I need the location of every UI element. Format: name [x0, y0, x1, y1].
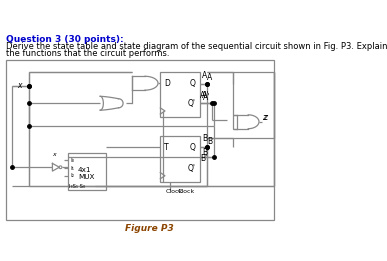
Text: A': A' — [202, 91, 209, 100]
Text: MUX: MUX — [78, 174, 94, 180]
Bar — [6, 60, 274, 220]
Text: Q: Q — [190, 143, 195, 152]
Text: x: x — [17, 81, 21, 90]
Text: z: z — [263, 113, 267, 122]
Text: the functions that the circuit performs.: the functions that the circuit performs. — [6, 49, 170, 57]
Text: A: A — [207, 73, 212, 81]
Text: D: D — [164, 80, 170, 88]
Text: Q': Q' — [188, 164, 196, 173]
Text: Q': Q' — [188, 99, 196, 108]
Text: I₀: I₀ — [70, 158, 74, 163]
Bar — [160, 72, 200, 117]
Text: A': A' — [203, 93, 210, 102]
Bar — [68, 153, 106, 189]
Text: I₂: I₂ — [70, 173, 74, 178]
Bar — [160, 136, 200, 182]
Text: I₃S₁ S₀: I₃S₁ S₀ — [69, 184, 86, 189]
Text: B': B' — [203, 148, 210, 157]
Text: A: A — [202, 71, 207, 80]
Text: Clock: Clock — [166, 189, 183, 194]
Text: B: B — [207, 137, 212, 146]
Text: Derive the state table and state diagram of the sequential circuit shown in Fig.: Derive the state table and state diagram… — [6, 41, 387, 51]
Text: 4x1: 4x1 — [78, 167, 91, 173]
Text: Q: Q — [190, 80, 195, 88]
Text: A': A' — [200, 91, 208, 100]
Text: x: x — [52, 152, 56, 157]
Text: B': B' — [200, 154, 208, 163]
Text: T: T — [164, 143, 169, 152]
Text: Question 3 (30 points):: Question 3 (30 points): — [6, 35, 124, 44]
Text: B: B — [202, 134, 207, 143]
Text: Figure P3: Figure P3 — [125, 224, 174, 233]
Text: Clock: Clock — [177, 189, 195, 194]
Text: z: z — [262, 113, 266, 122]
Text: I₁: I₁ — [70, 165, 74, 170]
